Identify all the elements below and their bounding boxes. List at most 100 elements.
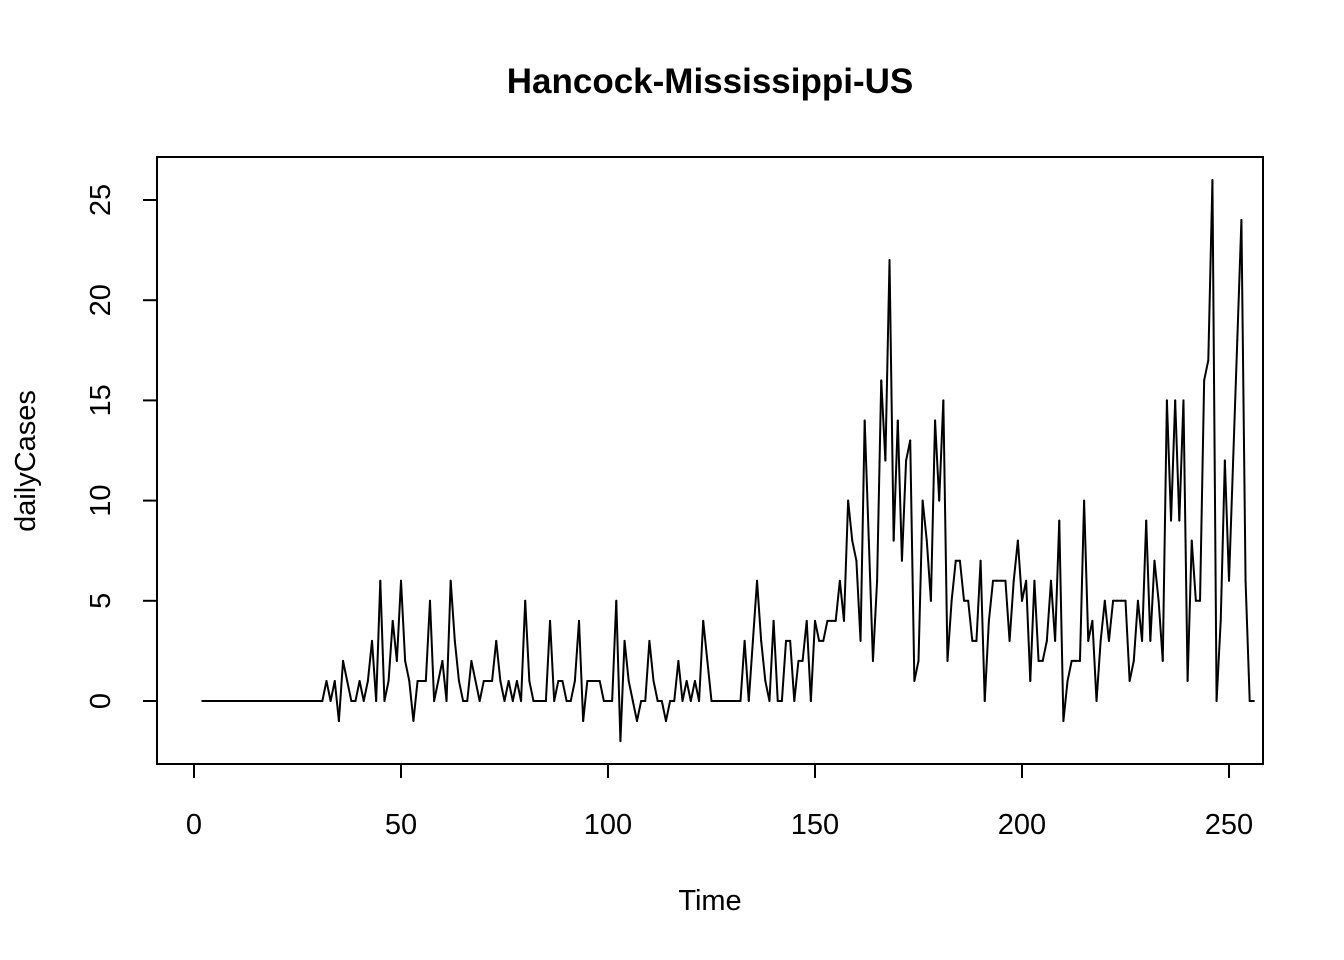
line-segment — [495, 639, 502, 682]
line-segment — [747, 639, 754, 702]
line-segment — [1066, 659, 1073, 682]
line-segment — [834, 579, 841, 622]
line-segment — [859, 419, 866, 642]
line-segment — [1004, 579, 1011, 642]
line-segment — [635, 700, 643, 723]
line-segment — [549, 619, 556, 702]
y-tick-label: 5 — [85, 593, 117, 609]
line-segment — [445, 579, 452, 702]
line-segment — [611, 599, 618, 702]
line-segment — [805, 619, 812, 702]
line-segment — [1182, 399, 1189, 682]
y-tick-label: 0 — [85, 693, 117, 709]
line-segment — [950, 559, 957, 602]
line-segment — [958, 559, 966, 602]
line-segment — [942, 399, 949, 662]
line-segment — [391, 619, 398, 662]
line-segment — [627, 679, 634, 702]
line-segment — [900, 459, 908, 562]
line-segment — [433, 679, 440, 702]
line-segment — [325, 679, 332, 702]
x-axis: 0 50 100 150 200 250 — [186, 763, 1253, 841]
line-segment — [706, 659, 713, 702]
x-tick-label: 200 — [998, 809, 1046, 841]
line-segment — [1203, 359, 1210, 382]
line-segment — [623, 639, 630, 682]
line-segment — [751, 579, 759, 642]
line-segment — [449, 579, 456, 642]
line-segment — [698, 619, 705, 702]
line-segment — [511, 679, 518, 702]
line-segment — [342, 659, 349, 682]
line-segment — [412, 679, 419, 723]
line-segment — [867, 539, 874, 662]
line-segment — [789, 639, 796, 702]
line-segment — [631, 700, 638, 723]
line-segment — [1078, 499, 1086, 662]
line-segment — [1008, 579, 1015, 642]
line-segment — [673, 659, 680, 702]
line-segment — [598, 679, 605, 702]
line-segment — [896, 419, 903, 562]
line-segment — [689, 679, 696, 702]
line-segment — [809, 619, 816, 702]
line-segment — [1016, 539, 1023, 602]
line-segment — [520, 599, 527, 702]
line-segment — [967, 599, 974, 642]
line-segment — [929, 419, 937, 602]
y-axis: 0 5 10 15 20 25 — [85, 184, 158, 709]
line-segment — [553, 679, 560, 702]
line-segment — [1045, 579, 1052, 642]
line-segment — [1215, 619, 1222, 702]
line-segment — [1062, 679, 1069, 723]
line-segment — [387, 619, 394, 682]
line-segment — [428, 599, 436, 702]
line-segment — [756, 579, 763, 642]
line-segment — [1145, 519, 1152, 642]
line-segment — [909, 439, 916, 682]
line-segment — [1219, 459, 1226, 622]
line-segment — [379, 579, 386, 702]
x-tick-label: 0 — [186, 809, 202, 841]
line-segment — [362, 679, 369, 702]
line-segment — [346, 679, 353, 702]
line-segment — [371, 639, 378, 702]
line-segment — [847, 499, 854, 542]
line-segment — [1049, 579, 1057, 642]
x-axis-label: Time — [678, 885, 741, 917]
line-segment — [503, 679, 510, 702]
line-segment — [1244, 579, 1251, 702]
line-segment — [1153, 559, 1160, 602]
line-segment — [644, 639, 651, 702]
line-segment — [983, 619, 990, 702]
line-segment — [561, 679, 568, 702]
y-axis-label: dailyCases — [10, 390, 42, 532]
line-segment — [1091, 619, 1098, 702]
line-segment — [1054, 519, 1061, 642]
line-segment — [652, 679, 659, 702]
line-segment — [573, 619, 581, 682]
line-segment — [876, 379, 883, 582]
line-segment — [801, 619, 808, 662]
line-segment — [702, 619, 709, 662]
line-segment — [913, 659, 920, 682]
line-segment — [1107, 599, 1115, 642]
line-segment — [888, 259, 895, 542]
y-tick-label: 10 — [85, 484, 117, 516]
line-segment — [383, 679, 390, 702]
line-segment — [1240, 219, 1247, 582]
line-segment — [615, 599, 622, 743]
line-segment — [337, 659, 345, 723]
x-tick-label: 150 — [791, 809, 839, 841]
line-segment — [395, 579, 402, 662]
line-segment — [470, 659, 477, 682]
line-segment — [1170, 399, 1177, 522]
line-segment — [466, 659, 473, 702]
line-segment — [814, 619, 821, 642]
line-segment — [1099, 599, 1106, 642]
line-segment — [1041, 639, 1048, 662]
line-segment — [375, 579, 382, 702]
line-segment — [934, 419, 941, 502]
line-segment — [1095, 639, 1102, 702]
